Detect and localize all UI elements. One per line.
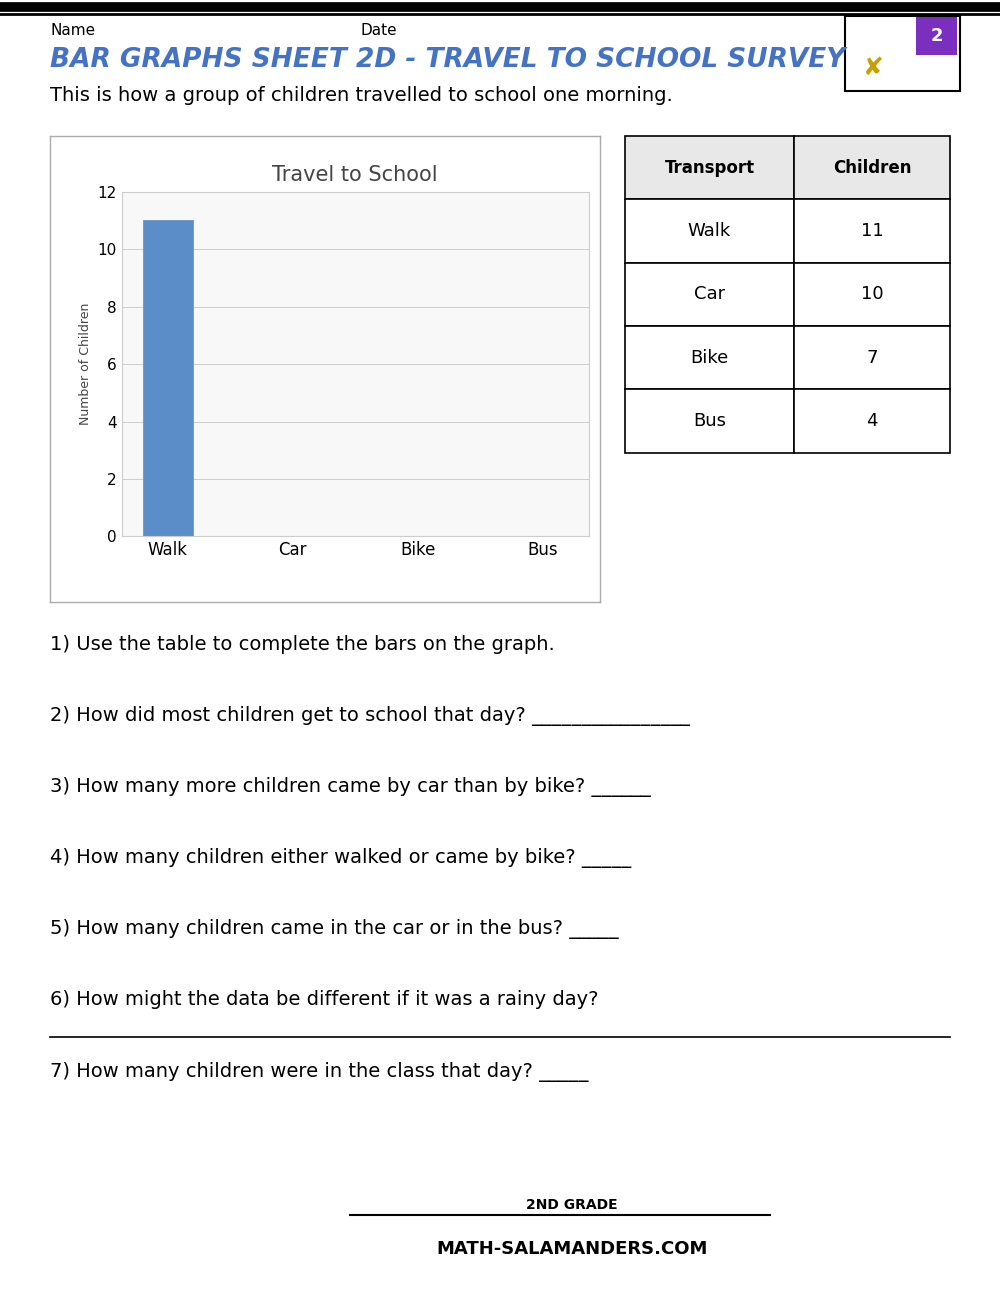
Text: Walk: Walk — [688, 223, 731, 239]
FancyBboxPatch shape — [794, 199, 950, 263]
Text: 4: 4 — [866, 413, 878, 430]
Text: ✘: ✘ — [863, 56, 884, 80]
Text: MATH-SALAMANDERS.COM: MATH-SALAMANDERS.COM — [436, 1240, 708, 1258]
Y-axis label: Number of Children: Number of Children — [79, 303, 92, 426]
Bar — [143, 220, 193, 537]
Text: Car: Car — [694, 286, 725, 303]
FancyBboxPatch shape — [794, 136, 950, 199]
Text: 3) How many more children came by car than by bike? ______: 3) How many more children came by car th… — [50, 776, 651, 797]
Text: Date: Date — [360, 23, 397, 38]
FancyBboxPatch shape — [794, 326, 950, 389]
FancyBboxPatch shape — [625, 263, 794, 326]
Text: 2ND GRADE: 2ND GRADE — [526, 1198, 618, 1212]
Text: 10: 10 — [861, 286, 883, 303]
FancyBboxPatch shape — [625, 389, 794, 453]
Text: Bike: Bike — [690, 349, 729, 366]
FancyBboxPatch shape — [794, 389, 950, 453]
Text: This is how a group of children travelled to school one morning.: This is how a group of children travelle… — [50, 85, 673, 105]
Text: 7: 7 — [866, 349, 878, 366]
Text: 1) Use the table to complete the bars on the graph.: 1) Use the table to complete the bars on… — [50, 634, 555, 653]
Text: 2) How did most children get to school that day? ________________: 2) How did most children get to school t… — [50, 705, 690, 726]
FancyBboxPatch shape — [625, 199, 794, 263]
Text: Bus: Bus — [693, 413, 726, 430]
Point — [344, 1207, 356, 1223]
Text: Children: Children — [833, 159, 911, 176]
Text: 6) How might the data be different if it was a rainy day?: 6) How might the data be different if it… — [50, 990, 598, 1009]
FancyBboxPatch shape — [916, 17, 957, 54]
FancyBboxPatch shape — [625, 326, 794, 389]
FancyBboxPatch shape — [625, 136, 794, 199]
Text: BAR GRAPHS SHEET 2D - TRAVEL TO SCHOOL SURVEY: BAR GRAPHS SHEET 2D - TRAVEL TO SCHOOL S… — [50, 48, 845, 74]
Text: 4) How many children either walked or came by bike? _____: 4) How many children either walked or ca… — [50, 848, 631, 868]
Text: 5) How many children came in the car or in the bus? _____: 5) How many children came in the car or … — [50, 919, 619, 939]
Text: Name: Name — [50, 23, 95, 38]
FancyBboxPatch shape — [794, 263, 950, 326]
Title: Travel to School: Travel to School — [272, 164, 438, 185]
Text: 2: 2 — [930, 27, 943, 45]
Text: Transport: Transport — [664, 159, 755, 176]
Point — [764, 1207, 776, 1223]
Text: 11: 11 — [861, 223, 883, 239]
Text: 7) How many children were in the class that day? _____: 7) How many children were in the class t… — [50, 1061, 588, 1082]
